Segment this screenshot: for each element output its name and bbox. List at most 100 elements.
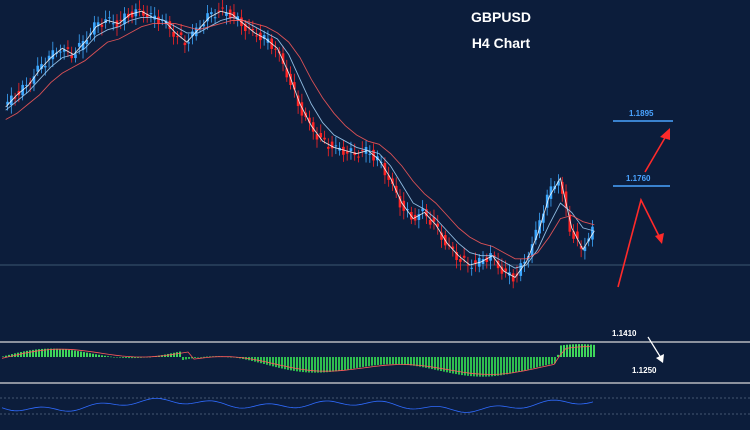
candle-body	[300, 102, 304, 116]
histogram-bar	[446, 357, 448, 373]
histogram-bar	[572, 344, 574, 357]
candle-body	[357, 156, 360, 158]
histogram-bar	[122, 357, 124, 358]
histogram-bar	[281, 357, 283, 369]
histogram-bar	[176, 352, 178, 357]
ma-mid-line	[5, 16, 595, 269]
candle-body	[421, 208, 424, 212]
histogram-bar	[56, 348, 58, 357]
histogram-bar	[530, 357, 532, 369]
red-projection-path	[617, 197, 661, 288]
histogram-bar	[467, 357, 469, 376]
candle-body	[210, 12, 213, 15]
histogram-bar	[533, 357, 535, 369]
candle-body	[398, 196, 402, 208]
macd-signal-line	[1, 346, 591, 375]
candle-body	[187, 42, 190, 44]
histogram-bar	[47, 348, 49, 357]
level-label-1410: 1.1410	[612, 329, 637, 338]
histogram-bar	[377, 357, 379, 365]
moving-averages	[5, 10, 595, 278]
candle-body	[481, 258, 485, 264]
histogram-bar	[443, 357, 445, 372]
candle-body	[274, 48, 277, 50]
histogram-bar	[515, 357, 517, 373]
histogram-bar	[329, 357, 331, 372]
histogram-bar	[11, 354, 13, 357]
candle-body	[511, 273, 515, 282]
histogram-bar	[557, 354, 559, 357]
histogram-bar	[380, 357, 382, 365]
histogram-bar	[593, 344, 595, 357]
candle-body	[179, 32, 183, 35]
histogram-bar	[425, 357, 427, 368]
histogram-bar	[389, 357, 391, 365]
histogram-bar	[578, 344, 580, 357]
ma-slow-line	[5, 20, 595, 260]
red-arrow-head-up	[660, 128, 670, 140]
projection-arrows	[617, 128, 670, 363]
histogram-bar	[527, 357, 529, 370]
histogram-bar	[206, 356, 208, 358]
histogram-bar	[419, 357, 421, 367]
candle-body	[111, 23, 115, 25]
histogram-bar	[428, 357, 430, 369]
histogram-bar	[134, 357, 136, 359]
histogram-bar	[50, 348, 52, 357]
histogram-bar	[374, 357, 376, 366]
histogram-bar	[347, 357, 349, 370]
histogram-bar	[203, 356, 205, 358]
candle-body	[425, 209, 428, 217]
histogram-bar	[260, 357, 262, 364]
candle-body	[330, 141, 334, 149]
histogram-bar	[8, 354, 10, 357]
candle-body	[534, 229, 538, 240]
candle-body	[451, 246, 455, 250]
histogram-bar	[587, 344, 589, 357]
candle-body	[202, 24, 206, 27]
histogram-bar	[272, 357, 274, 367]
histogram-bar	[137, 357, 139, 358]
histogram-bar	[317, 357, 319, 373]
histogram-bar	[464, 357, 466, 376]
histogram-bar	[452, 357, 454, 374]
candle-body	[145, 14, 149, 18]
candle-body	[74, 54, 77, 59]
histogram-bar	[356, 357, 358, 368]
candle-body	[360, 149, 364, 151]
candle-body	[293, 82, 296, 90]
histogram-bar	[398, 357, 400, 365]
candle-body	[96, 22, 100, 27]
histogram-bar	[512, 357, 514, 374]
histogram-bar	[95, 354, 97, 357]
histogram-bar	[170, 353, 172, 357]
oscillator-panel	[1, 397, 594, 413]
histogram-bar	[401, 357, 403, 365]
candle-body	[296, 95, 300, 107]
histogram-bar	[191, 357, 193, 359]
candle-body	[334, 145, 338, 147]
histogram-bar	[338, 357, 340, 371]
histogram-bar	[20, 352, 22, 357]
histogram-bar	[113, 357, 115, 358]
histogram-bar	[440, 357, 442, 372]
histogram-bar	[569, 344, 571, 357]
candle-body	[142, 10, 145, 16]
candle-body	[323, 137, 326, 140]
histogram-bar	[38, 349, 40, 357]
candle-body	[572, 231, 575, 239]
candle-body	[432, 217, 436, 222]
histogram-bar	[566, 344, 568, 357]
white-arrow-head	[656, 354, 664, 363]
histogram-bar	[53, 348, 55, 357]
ma-fast-line	[5, 10, 595, 278]
candle-body	[247, 26, 251, 28]
candle-body	[500, 266, 504, 274]
candle-body	[474, 260, 477, 264]
candle-body	[470, 267, 473, 269]
histogram-bar	[194, 357, 196, 358]
candle-body	[545, 194, 549, 208]
histogram-bar	[302, 357, 304, 373]
